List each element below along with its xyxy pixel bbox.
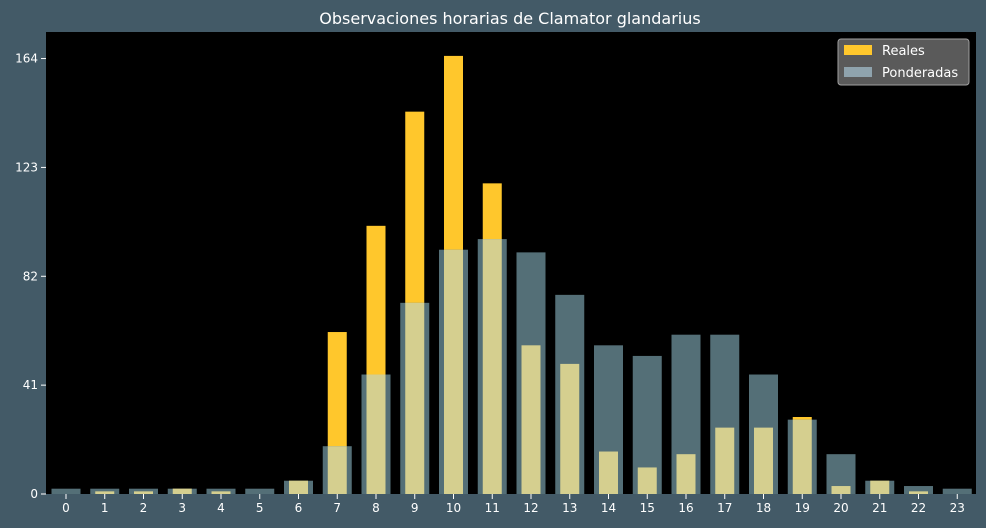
x-tick-label: 2 (140, 501, 148, 515)
y-tick-label: 41 (23, 378, 38, 392)
bar-overlap (327, 446, 347, 494)
bar-overlap (482, 239, 502, 494)
x-tick-label: 19 (795, 501, 810, 515)
bar-overlap (637, 467, 657, 494)
x-tick-label: 20 (833, 501, 848, 515)
bar-overlap (560, 363, 580, 494)
x-tick-label: 5 (256, 501, 264, 515)
x-tick-label: 7 (333, 501, 341, 515)
bar-overlap (444, 249, 463, 494)
bar-overlap (172, 488, 192, 494)
x-tick-label: 15 (640, 501, 655, 515)
bar-overlap (831, 486, 851, 494)
chart-title: Observaciones horarias de Clamator gland… (319, 9, 700, 28)
x-tick-label: 1 (101, 501, 109, 515)
bar-overlap (909, 491, 928, 494)
x-tick-label: 9 (411, 501, 419, 515)
x-tick-label: 22 (911, 501, 926, 515)
legend-swatch-ponderadas (844, 67, 872, 77)
x-tick-label: 6 (295, 501, 303, 515)
bar-overlap (95, 491, 115, 494)
bar-ponderadas (904, 486, 933, 494)
bar-overlap (521, 345, 541, 494)
x-tick-label: 17 (717, 501, 732, 515)
legend-swatch-reales (844, 45, 872, 55)
bar-ponderadas (51, 488, 81, 494)
bar-overlap (289, 480, 308, 494)
y-tick-label: 0 (30, 487, 38, 501)
bar-overlap (715, 427, 735, 494)
y-tick-label: 123 (15, 160, 38, 174)
x-tick-label: 16 (678, 501, 693, 515)
legend: Reales Ponderadas (837, 38, 970, 86)
legend-label-ponderadas: Ponderadas (882, 66, 958, 81)
x-tick-label: 18 (756, 501, 771, 515)
y-tick-label: 82 (23, 269, 38, 283)
y-tick-label: 164 (15, 52, 38, 66)
overlap-layer (95, 239, 928, 494)
bar-overlap (405, 302, 425, 494)
x-tick-label: 13 (562, 501, 577, 515)
bar-overlap (792, 419, 812, 494)
bar-overlap (134, 491, 153, 494)
bar-overlap (870, 480, 890, 494)
x-tick-label: 10 (446, 501, 461, 515)
x-tick-label: 0 (62, 501, 70, 515)
plot-area (46, 32, 976, 494)
x-tick-label: 21 (872, 501, 887, 515)
x-tick-label: 8 (372, 501, 380, 515)
bar-overlap (211, 491, 231, 494)
bar-overlap (366, 374, 386, 494)
bar-overlap (599, 451, 618, 494)
x-tick-label: 12 (523, 501, 538, 515)
bar-overlap (676, 454, 696, 494)
x-tick-label: 23 (950, 501, 965, 515)
x-tick-label: 4 (217, 501, 225, 515)
bar-ponderadas (245, 488, 275, 494)
y-axis: 0 41 82 123 164 (15, 52, 46, 501)
x-tick-label: 14 (601, 501, 616, 515)
x-tick-label: 11 (485, 501, 500, 515)
bar-overlap (754, 427, 773, 494)
legend-label-reales: Reales (882, 44, 925, 59)
x-axis: 0 1 2 3 4 5 6 7 8 9 10 11 12 13 14 15 16 17 18 19 20 21 22 23 (62, 494, 965, 515)
bar-ponderadas (942, 488, 972, 494)
x-tick-label: 3 (178, 501, 186, 515)
